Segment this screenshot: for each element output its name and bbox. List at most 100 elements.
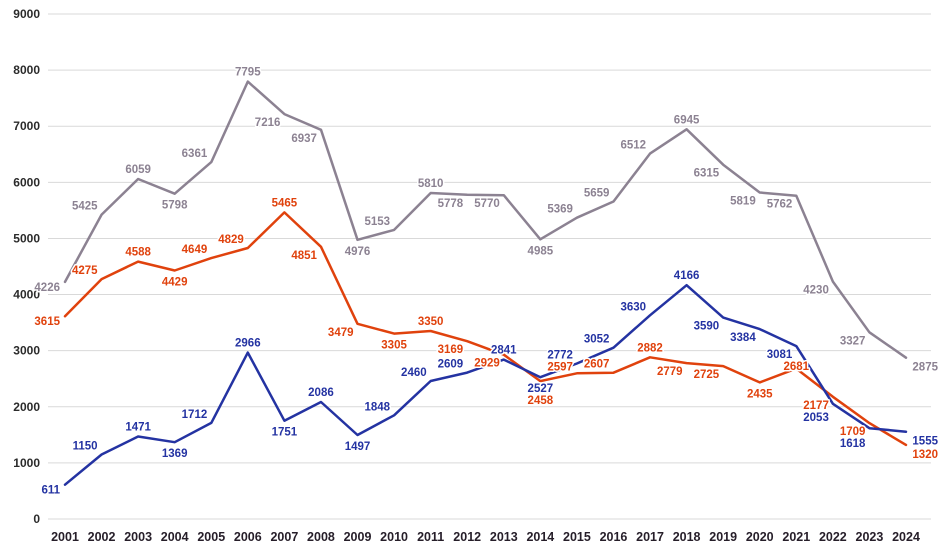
x-tick-label: 2005 [197, 530, 225, 544]
line-series-blue [63, 283, 908, 486]
x-tick-label: 2013 [490, 530, 518, 544]
y-tick-label: 8000 [13, 63, 40, 77]
point-label: 1320 [912, 449, 938, 461]
x-tick-label: 2009 [344, 530, 372, 544]
x-tick-label: 2012 [453, 530, 481, 544]
x-tick-label: 2016 [600, 530, 628, 544]
y-tick-label: 3000 [13, 344, 40, 358]
point-label: 4230 [803, 285, 829, 297]
x-tick-label: 2024 [892, 530, 920, 544]
y-tick-label: 1000 [13, 456, 40, 470]
point-label: 6315 [694, 168, 720, 180]
x-tick-label: 2010 [380, 530, 408, 544]
y-tick-label: 4000 [13, 288, 40, 302]
point-label: 1848 [364, 401, 390, 413]
point-label: 5659 [584, 187, 610, 199]
point-label: 1369 [162, 448, 188, 460]
point-label: 4588 [125, 247, 151, 259]
point-label: 5762 [767, 199, 793, 211]
x-tick-label: 2022 [819, 530, 847, 544]
point-label: 6512 [620, 140, 646, 152]
point-label: 1497 [345, 441, 371, 453]
point-label: 5153 [364, 216, 390, 228]
x-tick-label: 2004 [161, 530, 189, 544]
point-label: 5810 [418, 178, 444, 190]
point-label: 3169 [438, 344, 464, 356]
point-label: 2875 [912, 362, 938, 374]
point-label: 4649 [182, 244, 208, 256]
point-label: 4166 [674, 270, 700, 282]
x-tick-label: 2019 [709, 530, 737, 544]
point-label: 2882 [637, 342, 663, 354]
x-tick-label: 2018 [673, 530, 701, 544]
point-label: 5369 [547, 204, 573, 216]
y-tick-label: 2000 [13, 400, 40, 414]
point-label: 2681 [784, 361, 810, 373]
point-label: 3305 [381, 340, 407, 352]
point-label: 2779 [657, 366, 683, 378]
point-label: 3615 [34, 316, 60, 328]
point-label: 1712 [182, 409, 208, 421]
point-label: 6937 [291, 133, 317, 145]
y-tick-label: 5000 [13, 231, 40, 245]
point-label: 5778 [438, 198, 464, 210]
point-label: 2053 [803, 412, 829, 424]
point-label: 2177 [803, 400, 829, 412]
point-label: 1709 [840, 426, 866, 438]
point-label: 1150 [73, 440, 98, 452]
point-label: 6361 [182, 148, 208, 160]
point-label: 5798 [162, 200, 188, 212]
point-label: 2609 [438, 359, 464, 371]
point-label: 6945 [674, 114, 700, 126]
point-label: 3350 [418, 316, 444, 328]
x-tick-label: 2007 [270, 530, 298, 544]
point-label: 3052 [584, 334, 610, 346]
point-label: 5819 [730, 195, 756, 207]
point-label: 6059 [125, 164, 151, 176]
point-label: 2460 [401, 367, 427, 379]
point-label: 3590 [694, 321, 720, 333]
point-label: 4851 [291, 250, 317, 262]
point-label: 4976 [345, 246, 371, 258]
point-label: 2458 [528, 395, 554, 407]
point-label: 2966 [235, 338, 261, 350]
point-label: 611 [41, 485, 60, 497]
y-tick-label: 6000 [13, 175, 40, 189]
point-label: 4829 [218, 234, 244, 246]
point-label: 2772 [547, 349, 573, 361]
point-label: 1751 [272, 427, 298, 439]
point-label: 4275 [72, 265, 98, 277]
point-label: 4985 [528, 245, 554, 257]
point-label: 3327 [840, 335, 866, 347]
x-tick-label: 2006 [234, 530, 262, 544]
x-tick-label: 2023 [856, 530, 884, 544]
x-tick-label: 2011 [417, 530, 444, 544]
x-tick-label: 2002 [88, 530, 116, 544]
point-label: 1618 [840, 438, 866, 450]
x-tick-label: 2021 [782, 530, 810, 544]
x-tick-label: 2020 [746, 530, 774, 544]
point-label: 2086 [308, 387, 334, 399]
point-label: 5770 [474, 198, 500, 210]
x-tick-label: 2003 [124, 530, 152, 544]
y-tick-label: 9000 [13, 7, 40, 21]
point-label: 2435 [747, 388, 773, 400]
x-tick-label: 2008 [307, 530, 335, 544]
point-label: 3479 [328, 327, 354, 339]
point-label: 2929 [474, 358, 500, 370]
y-tick-label: 0 [33, 512, 40, 526]
point-label: 4226 [34, 282, 60, 294]
line-series-orange-red [63, 211, 908, 447]
point-label: 2527 [528, 383, 554, 395]
point-label: 4429 [162, 276, 188, 288]
point-label: 1555 [912, 436, 938, 448]
point-label: 2597 [547, 361, 573, 373]
point-label: 3081 [767, 349, 793, 361]
x-tick-label: 2001 [51, 530, 79, 544]
point-label: 3630 [620, 301, 646, 313]
x-tick-label: 2015 [563, 530, 591, 544]
point-label: 5465 [272, 197, 298, 209]
point-label: 2841 [491, 345, 517, 357]
